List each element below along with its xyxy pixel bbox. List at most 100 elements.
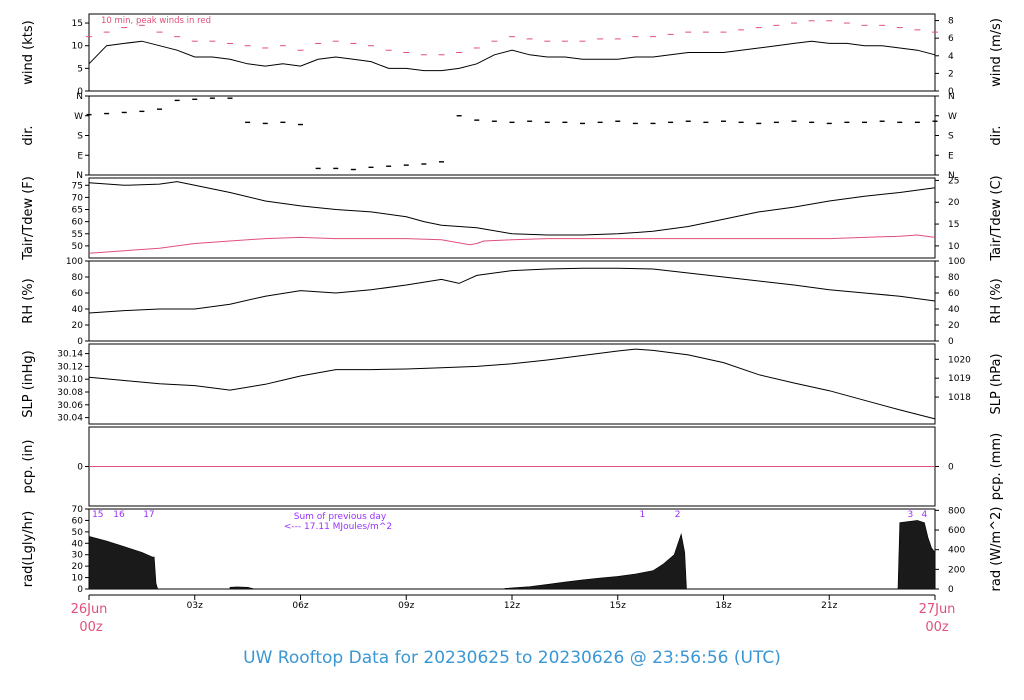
panel-frame-dir — [88, 95, 936, 176]
right-tick-label-slp: 1020 — [948, 355, 971, 365]
x-start-time-label: 00z — [79, 620, 103, 635]
right-tick-label-wind: 0 — [948, 87, 954, 97]
left-tick-label-rh: 60 — [72, 289, 84, 299]
radiation-area — [88, 536, 159, 590]
series-wind-0 — [88, 40, 936, 72]
left-tick-label-rad: 40 — [72, 539, 84, 549]
left-tick-label-rh: 0 — [77, 337, 83, 347]
ylabel-left-temp: Tair/Tdew (F) — [21, 176, 36, 261]
left-tick-label-slp: 30.08 — [57, 388, 83, 398]
right-tick-label-temp: 25 — [948, 176, 959, 186]
left-tick-label-wind: 10 — [72, 42, 84, 52]
right-tick-label-slp: 1019 — [948, 374, 971, 384]
right-tick-label-rh: 100 — [948, 257, 965, 267]
right-tick-label-slp: 1018 — [948, 393, 971, 403]
left-tick-label-temp: 65 — [72, 206, 83, 216]
right-tick-label-rad: 200 — [948, 565, 965, 575]
left-tick-label-dir: W — [74, 112, 83, 122]
left-tick-label-wind: 5 — [77, 64, 83, 74]
hour-marker-label: 16 — [113, 510, 125, 520]
left-tick-label-slp: 30.12 — [57, 362, 83, 372]
panel-frame-rh — [88, 260, 936, 342]
right-tick-label-rad: 0 — [948, 585, 954, 595]
ylabel-left-dir: dir. — [21, 125, 36, 145]
right-tick-label-wind: 8 — [948, 17, 954, 27]
right-tick-label-dir: W — [948, 112, 957, 122]
x-tick-label: 12z — [504, 601, 520, 611]
left-tick-label-slp: 30.04 — [57, 414, 83, 424]
right-tick-label-wind: 4 — [948, 52, 954, 62]
left-tick-label-rad: 50 — [72, 528, 84, 538]
radiation-area — [229, 586, 255, 590]
right-tick-label-dir: N — [948, 92, 955, 102]
left-tick-label-temp: 75 — [72, 181, 83, 191]
ylabel-right-dir: dir. — [989, 125, 1004, 145]
left-tick-label-rh: 80 — [72, 273, 84, 283]
radiation-area — [504, 532, 687, 590]
left-tick-label-slp: 30.10 — [57, 375, 83, 385]
left-tick-label-dir: S — [77, 132, 83, 142]
panel-frame-rad — [88, 508, 936, 590]
right-tick-label-dir: E — [948, 151, 954, 161]
left-tick-label-rh: 20 — [72, 321, 84, 331]
panel-frame-temp — [88, 177, 936, 259]
radiation-area — [897, 520, 936, 590]
left-tick-label-wind: 15 — [72, 19, 83, 29]
ylabel-right-pcp: pcp. (mm) — [989, 433, 1004, 500]
ylabel-left-wind: wind (kts) — [21, 20, 36, 84]
right-tick-label-temp: 20 — [948, 198, 960, 208]
left-tick-label-temp: 50 — [72, 242, 84, 252]
ylabel-right-temp: Tair/Tdew (C) — [989, 175, 1004, 261]
left-tick-label-slp: 30.14 — [57, 350, 83, 360]
x-tick-label: 09z — [398, 601, 414, 611]
left-tick-label-slp: 30.06 — [57, 401, 83, 411]
panel-frame-slp — [88, 343, 936, 425]
ylabel-right-rh: RH (%) — [989, 278, 1004, 323]
hour-marker-label: 3 — [907, 510, 913, 520]
left-tick-label-temp: 60 — [72, 218, 84, 228]
radiation-annotation: <--- 17.11 MJoules/m^2 — [284, 522, 392, 532]
x-tick-label: 21z — [821, 601, 837, 611]
x-tick-label: 03z — [187, 601, 203, 611]
ylabel-left-rad: rad(Lgly/hr) — [21, 511, 36, 587]
left-tick-label-rad: 10 — [72, 574, 84, 584]
x-tick-label: 18z — [715, 601, 731, 611]
left-tick-label-rad: 70 — [72, 505, 84, 515]
right-tick-label-wind: 6 — [948, 34, 954, 44]
panel-frame-wind — [88, 13, 936, 92]
left-tick-label-dir: E — [77, 151, 83, 161]
ylabel-left-rh: RH (%) — [21, 278, 36, 323]
ylabel-right-rad: rad (W/m^2) — [989, 507, 1004, 592]
right-tick-label-dir: S — [948, 132, 954, 142]
series-slp-0 — [88, 348, 936, 420]
hour-marker-label: 4 — [922, 510, 928, 520]
wind-annotation: 10 min, peak winds in red — [101, 16, 211, 26]
radiation-annotation: Sum of previous day — [294, 512, 387, 522]
left-tick-label-temp: 55 — [72, 230, 83, 240]
left-tick-label-wind: 0 — [77, 87, 83, 97]
x-end-time-label: 00z — [925, 620, 949, 635]
right-tick-label-wind: 2 — [948, 69, 954, 79]
right-tick-label-temp: 10 — [948, 242, 960, 252]
hour-marker-label: 1 — [640, 510, 646, 520]
x-start-date-label: 26Jun — [71, 602, 108, 617]
right-tick-label-rh: 0 — [948, 337, 954, 347]
ylabel-right-slp: SLP (hPa) — [989, 353, 1004, 414]
right-tick-label-rad: 600 — [948, 526, 965, 536]
right-tick-label-rh: 80 — [948, 273, 960, 283]
left-tick-label-temp: 70 — [72, 193, 84, 203]
left-tick-label-rh: 40 — [72, 305, 84, 315]
hour-marker-label: 15 — [92, 510, 103, 520]
hour-marker-label: 2 — [675, 510, 681, 520]
ylabel-left-pcp: pcp. (in) — [21, 440, 36, 494]
right-tick-label-rad: 400 — [948, 546, 965, 556]
right-tick-label-pcp: 0 — [948, 463, 954, 473]
ylabel-left-slp: SLP (inHg) — [21, 350, 36, 418]
right-tick-label-rad: 800 — [948, 506, 965, 516]
left-tick-label-rad: 20 — [72, 562, 84, 572]
right-tick-label-dir: N — [948, 171, 955, 181]
right-tick-label-temp: 15 — [948, 220, 959, 230]
x-tick-label: 06z — [292, 601, 308, 611]
left-tick-label-dir: N — [76, 92, 83, 102]
series-temp-tair — [88, 181, 936, 236]
